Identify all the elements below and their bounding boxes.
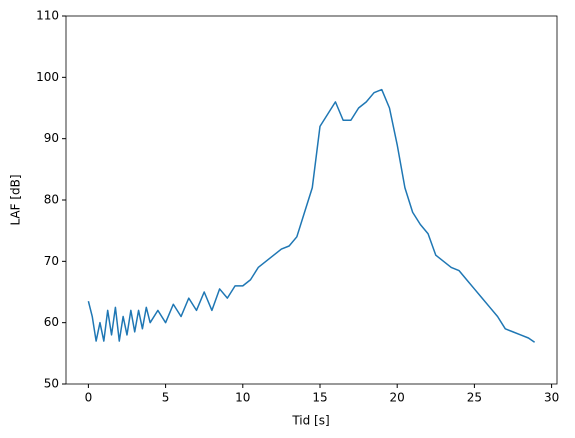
x-tick-label: 20 — [390, 391, 405, 405]
x-tick-label: 0 — [85, 391, 93, 405]
y-tick-label: 110 — [36, 9, 59, 23]
plot-frame — [65, 15, 558, 385]
x-tick-label: 10 — [235, 391, 250, 405]
y-tick-label: 70 — [44, 254, 59, 268]
y-tick-label: 60 — [44, 315, 59, 329]
y-tick-label: 100 — [36, 70, 59, 84]
x-axis-label: Tid [s] — [291, 414, 329, 428]
y-tick-label: 90 — [44, 131, 59, 145]
y-axis-label: LAF [dB] — [9, 174, 23, 225]
y-tick-label: 80 — [44, 193, 59, 207]
y-tick-label: 50 — [44, 377, 59, 391]
x-tick-label: 30 — [544, 391, 559, 405]
x-tick-label: 15 — [312, 391, 327, 405]
x-tick-label: 25 — [467, 391, 482, 405]
x-tick-label: 5 — [162, 391, 170, 405]
data-line — [87, 88, 536, 343]
